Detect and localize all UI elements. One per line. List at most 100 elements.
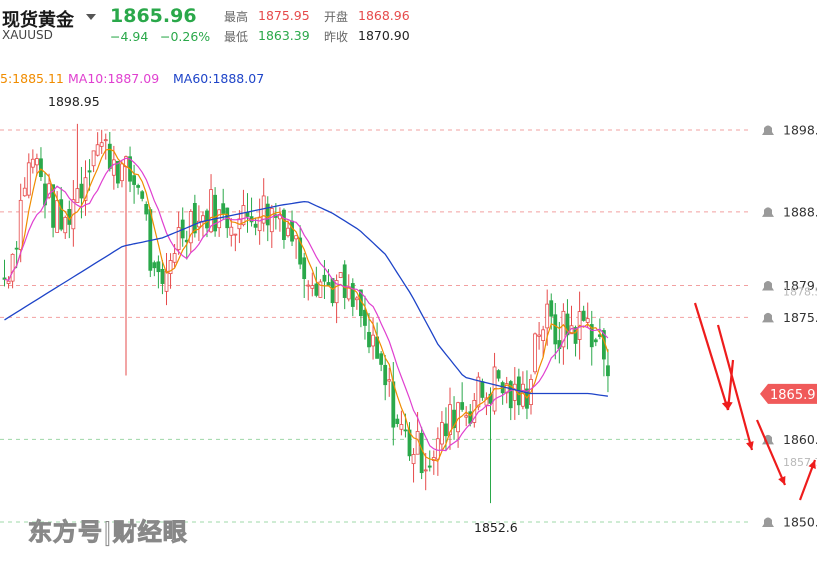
candle-body-122 (496, 370, 501, 379)
candle-body-113 (460, 402, 465, 410)
candle-body-91 (371, 334, 375, 347)
candle-body-98 (399, 424, 404, 430)
candle-body-52 (213, 194, 218, 232)
candle-body-94 (383, 364, 388, 386)
candle-body-8 (35, 158, 39, 166)
candle-body-111 (452, 409, 456, 429)
axis-label-4: 1875. (783, 310, 817, 325)
candle-body-32 (132, 175, 137, 185)
candle-body-50 (205, 210, 209, 229)
candle-body-27 (111, 159, 116, 176)
candle-body-39 (160, 268, 165, 284)
current-price-label: 1865.9 (770, 388, 816, 403)
candle-body-29 (120, 163, 124, 182)
axis-label-2: 1879. (783, 278, 817, 293)
candle-body-1 (6, 280, 11, 284)
low-label: 最低 (224, 30, 249, 44)
candle-body-105 (427, 465, 432, 468)
candle-body-104 (423, 469, 428, 472)
ma60-line (4, 200, 608, 397)
price-change: −4.94 (110, 29, 149, 44)
candle-body-78 (318, 281, 323, 298)
instrument-title[interactable]: 现货黄金 (2, 10, 74, 31)
axis-label-0: 1898. (783, 123, 817, 138)
trend-arrowhead-3 (778, 476, 786, 485)
last-price: 1865.96 (110, 5, 197, 27)
candle-body-145 (589, 324, 594, 348)
candle-body-66 (269, 207, 274, 233)
candle-body-60 (245, 212, 250, 217)
candle-body-75 (306, 284, 311, 287)
candle-body-136 (553, 314, 558, 345)
candle-body-56 (229, 226, 234, 236)
candle-body-10 (43, 183, 47, 206)
candle-body-144 (585, 318, 590, 323)
ma60-legend: MA60:1888.07 (173, 71, 265, 86)
candle-body-117 (476, 376, 481, 408)
quote-header: 现货黄金 XAUUSD 1865.96 −4.94 −0.26% 最高 1875… (0, 0, 817, 60)
candle-body-118 (480, 381, 485, 398)
candle-body-47 (192, 202, 197, 234)
candle-body-90 (367, 331, 371, 348)
bell-icon (762, 517, 774, 527)
open-value: 1868.96 (358, 8, 410, 23)
candle-body-110 (448, 404, 452, 435)
candle-body-114 (464, 415, 469, 418)
candle-body-135 (549, 300, 554, 317)
candle-body-138 (561, 310, 566, 348)
candle-body-73 (298, 237, 303, 265)
high-value: 1875.95 (258, 8, 310, 23)
candle-body-20 (83, 177, 88, 201)
candle-body-84 (342, 264, 347, 298)
instrument-symbol: XAUUSD (2, 28, 53, 42)
trend-arrowhead-2 (746, 441, 754, 450)
candle-body-132 (537, 334, 541, 337)
candle-body-28 (116, 160, 120, 184)
candle-body-97 (395, 418, 400, 425)
candle-body-26 (107, 143, 112, 169)
candle-body-4 (18, 199, 23, 251)
candle-body-79 (322, 274, 327, 282)
axis-label-3: 1878.5 (783, 286, 817, 299)
chevron-down-icon[interactable] (86, 14, 96, 20)
candle-body-12 (51, 184, 55, 228)
candle-body-107 (435, 438, 440, 460)
high-annotation: 1898.95 (48, 94, 100, 109)
low-value: 1863.39 (258, 28, 310, 43)
candle-body-82 (334, 280, 339, 304)
bell-icon (762, 207, 774, 217)
trend-arrow-0 (693, 302, 730, 411)
candle-body-57 (233, 233, 238, 236)
candle-body-15 (63, 216, 68, 234)
candle-body-69 (282, 209, 286, 240)
candle-body-3 (14, 247, 19, 250)
candle-body-83 (338, 272, 343, 278)
candle-body-89 (363, 309, 367, 326)
candle-body-48 (196, 220, 201, 228)
candle-body-109 (444, 423, 448, 437)
watermark: 东方号|财经眼 (28, 518, 188, 547)
candle-body-13 (55, 200, 60, 233)
prev-close-label: 昨收 (324, 30, 349, 44)
bell-icon (762, 125, 774, 135)
candle-body-133 (541, 329, 546, 342)
bell-icon (762, 312, 774, 323)
candle-body-7 (30, 158, 35, 168)
candle-body-14 (59, 199, 64, 230)
prev-close-value: 1870.90 (358, 28, 410, 43)
candle-body-125 (508, 381, 513, 409)
low-annotation: 1852.6 (474, 520, 518, 535)
candle-body-81 (330, 278, 335, 304)
candle-body-41 (168, 260, 173, 274)
candle-body-59 (241, 205, 246, 226)
candle-body-101 (411, 454, 416, 465)
candle-body-18 (75, 188, 80, 203)
candle-body-149 (606, 365, 610, 377)
high-label: 最高 (224, 10, 249, 24)
axis-label-6: 1857.7 (783, 456, 817, 469)
candle-body-2 (10, 253, 15, 282)
candle-body-6 (26, 162, 31, 196)
candle-body-62 (253, 223, 258, 228)
candle-body-63 (257, 216, 262, 232)
